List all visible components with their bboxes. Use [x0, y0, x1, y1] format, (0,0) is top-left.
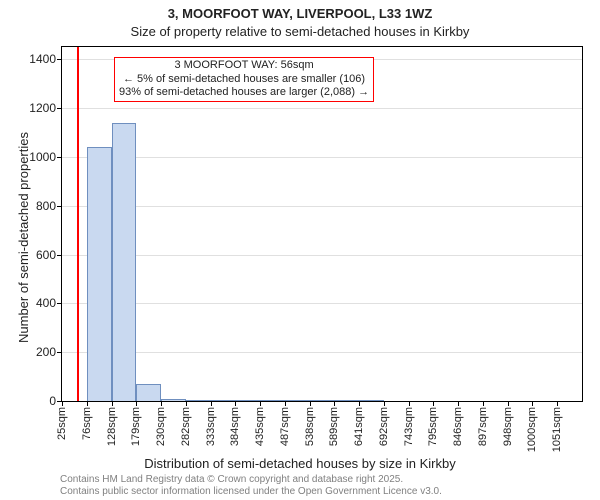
histogram-bar [136, 384, 161, 401]
histogram-bar [112, 123, 137, 401]
y-tick-label: 400 [36, 296, 62, 310]
x-tick-label: 641sqm [353, 401, 365, 446]
annotation-line: 93% of semi-detached houses are larger (… [119, 86, 369, 100]
gridline [62, 255, 582, 256]
x-tick-label: 179sqm [130, 401, 142, 446]
annotation-line: 3 MOORFOOT WAY: 56sqm [119, 59, 369, 73]
y-tick-label: 1000 [29, 150, 62, 164]
x-tick-label: 384sqm [229, 401, 241, 446]
x-tick-label: 128sqm [106, 401, 118, 446]
x-tick-label: 282sqm [180, 401, 192, 446]
x-tick-label: 538sqm [304, 401, 316, 446]
y-tick-label: 800 [36, 199, 62, 213]
copyright-line-2: Contains public sector information licen… [60, 486, 442, 497]
chart-title-sub: Size of property relative to semi-detach… [0, 24, 600, 39]
x-tick-label: 1000sqm [526, 401, 538, 452]
x-tick-label: 76sqm [81, 401, 93, 440]
chart-title-main: 3, MOORFOOT WAY, LIVERPOOL, L33 1WZ [0, 6, 600, 21]
x-tick-label: 1051sqm [551, 401, 563, 452]
x-tick-label: 743sqm [403, 401, 415, 446]
x-tick-label: 692sqm [378, 401, 390, 446]
highlight-line [77, 47, 79, 401]
x-tick-label: 333sqm [205, 401, 217, 446]
x-tick-label: 897sqm [477, 401, 489, 446]
y-tick-label: 1400 [29, 52, 62, 66]
x-tick-label: 948sqm [502, 401, 514, 446]
y-axis-label: Number of semi-detached properties [16, 132, 31, 343]
x-tick-label: 435sqm [254, 401, 266, 446]
gridline [62, 303, 582, 304]
gridline [62, 108, 582, 109]
annotation-line: ← 5% of semi-detached houses are smaller… [119, 73, 369, 87]
annotation-box: 3 MOORFOOT WAY: 56sqm← 5% of semi-detach… [114, 57, 374, 102]
gridline [62, 352, 582, 353]
y-tick-label: 200 [36, 345, 62, 359]
x-tick-label: 25sqm [56, 401, 68, 440]
plot-area: 020040060080010001200140025sqm76sqm128sq… [61, 46, 583, 402]
histogram-bar [87, 147, 112, 401]
x-axis-label: Distribution of semi-detached houses by … [0, 456, 600, 471]
figure-root: 3, MOORFOOT WAY, LIVERPOOL, L33 1WZ Size… [0, 0, 600, 500]
gridline [62, 157, 582, 158]
x-tick-label: 589sqm [328, 401, 340, 446]
x-tick-label: 795sqm [427, 401, 439, 446]
copyright-line-1: Contains HM Land Registry data © Crown c… [60, 474, 403, 485]
x-tick-label: 487sqm [279, 401, 291, 446]
y-tick-label: 1200 [29, 101, 62, 115]
gridline [62, 206, 582, 207]
y-tick-label: 600 [36, 248, 62, 262]
x-tick-label: 846sqm [452, 401, 464, 446]
x-tick-label: 230sqm [155, 401, 167, 446]
